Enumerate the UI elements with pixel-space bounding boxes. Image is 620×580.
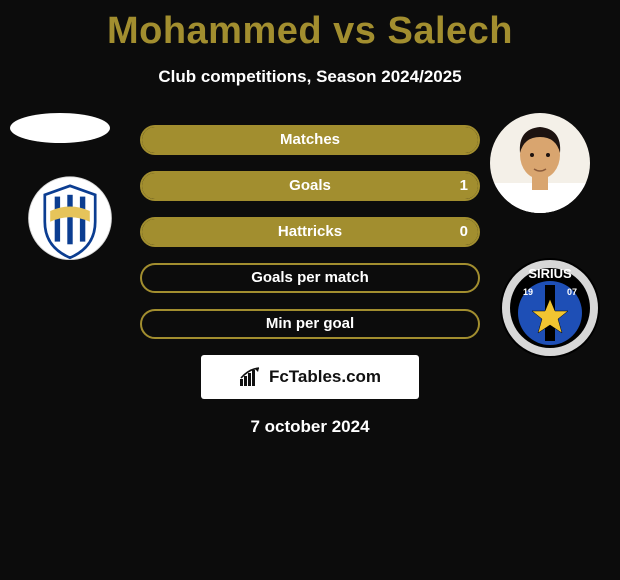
fctables-badge[interactable]: FcTables.com	[201, 355, 419, 399]
stat-value-right: 1	[460, 173, 468, 199]
stat-row: Goals per match	[140, 263, 480, 293]
stat-rows: Matches Goals1 Hattricks0 Goals per match Mi…	[140, 125, 480, 339]
club-crest-right: SIRIUS 19 07	[500, 255, 600, 361]
page-title: Mohammed vs Salech	[0, 0, 620, 53]
subtitle: Club competitions, Season 2024/2025	[0, 67, 620, 87]
club-crest-left	[20, 175, 120, 265]
fctables-logo-icon	[239, 367, 263, 387]
comparison-area: SIRIUS 19 07 Matches Goals1 Hattricks0 Goal…	[0, 125, 620, 437]
stat-label: Min per goal	[142, 311, 478, 337]
player-photo-left	[10, 113, 110, 143]
crest-right-year-left: 19	[523, 287, 533, 297]
stat-label: Matches	[142, 127, 478, 153]
crest-right-year-right: 07	[567, 287, 577, 297]
stat-row: Hattricks0	[140, 217, 480, 247]
player-photo-right	[490, 113, 590, 213]
stat-row: Goals1	[140, 171, 480, 201]
stat-label: Goals per match	[142, 265, 478, 291]
player-face-icon	[490, 113, 590, 213]
fctables-badge-text: FcTables.com	[269, 367, 381, 387]
stat-row: Min per goal	[140, 309, 480, 339]
stat-row: Matches	[140, 125, 480, 155]
stat-value-right: 0	[460, 219, 468, 245]
stat-label: Goals	[142, 173, 478, 199]
date-text: 7 october 2024	[0, 417, 620, 437]
crest-right-label: SIRIUS	[528, 266, 572, 281]
stat-label: Hattricks	[142, 219, 478, 245]
